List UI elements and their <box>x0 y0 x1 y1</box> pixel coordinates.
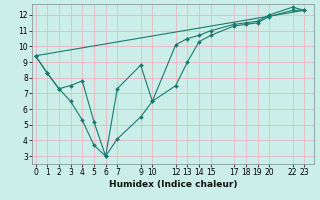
X-axis label: Humidex (Indice chaleur): Humidex (Indice chaleur) <box>108 180 237 189</box>
